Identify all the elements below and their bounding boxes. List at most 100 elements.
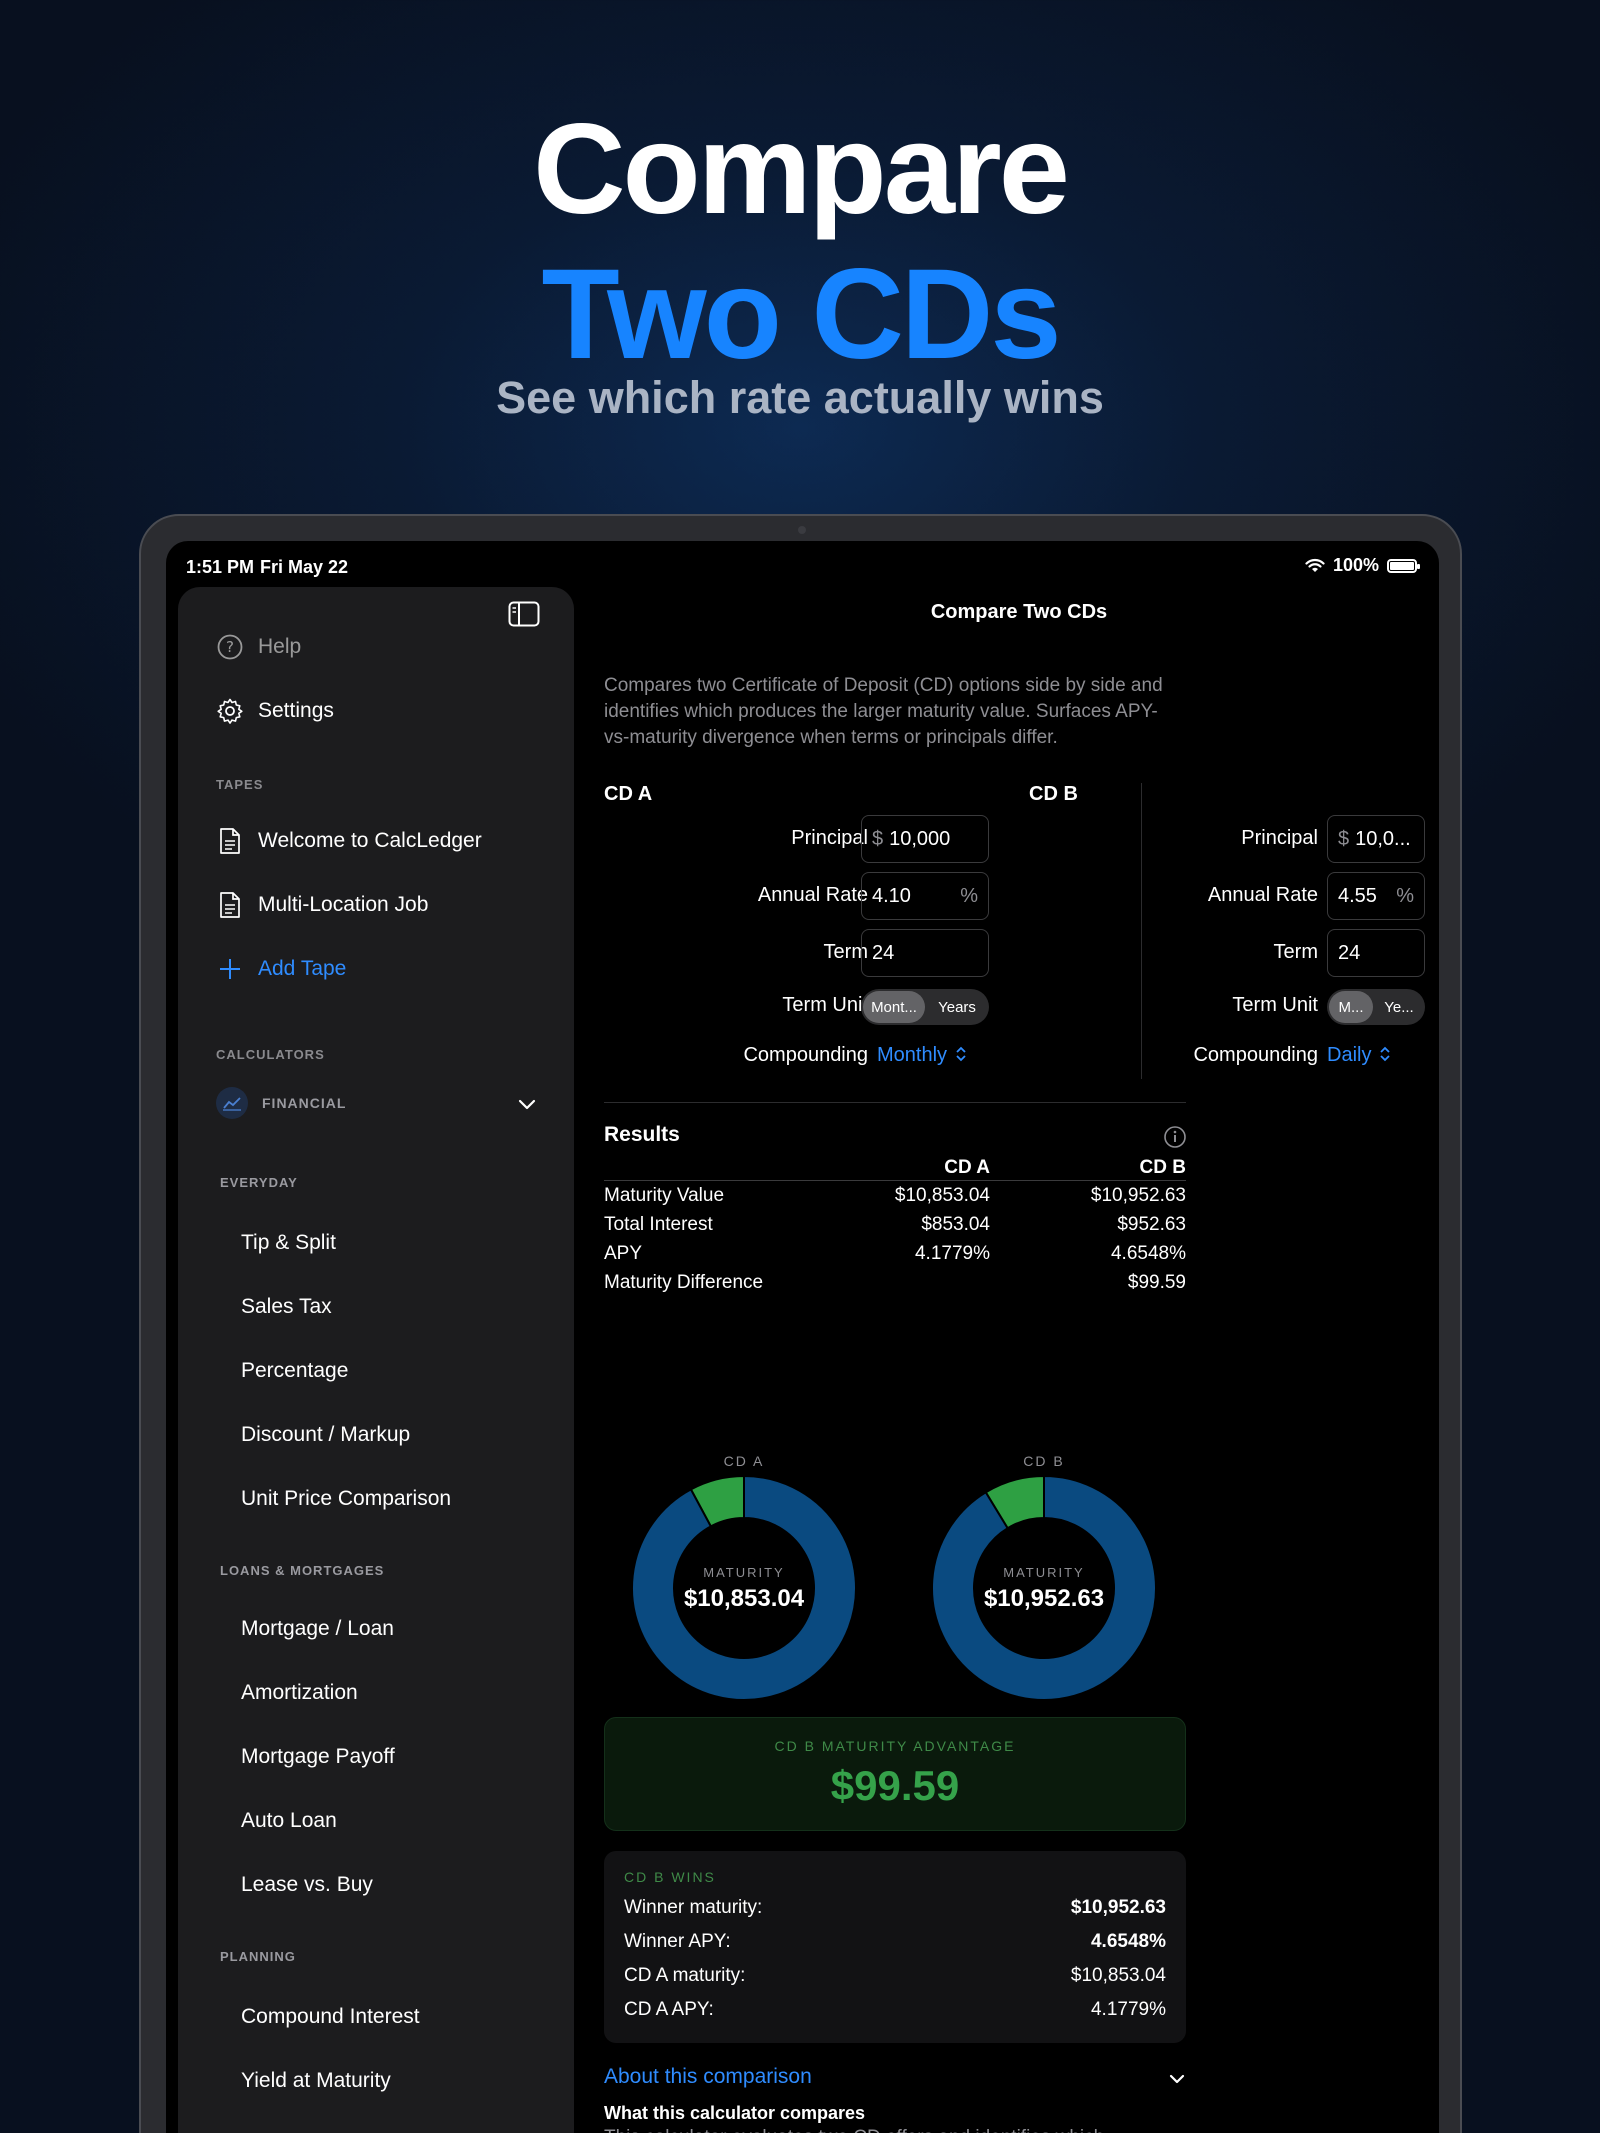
segment-years[interactable]: Ye...: [1384, 998, 1414, 1016]
cd-a-principal-field[interactable]: $10,000: [861, 815, 989, 863]
sidebar-item-help[interactable]: ? Help: [216, 633, 301, 661]
cd-a-compounding-picker[interactable]: Monthly: [877, 1044, 967, 1067]
section-header-loans: LOANS & MORTGAGES: [220, 1563, 385, 1578]
row-label: Total Interest: [604, 1214, 713, 1235]
battery-percent: 100%: [1332, 555, 1379, 575]
sidebar-item-calculator[interactable]: Lease vs. Buy: [241, 1873, 373, 1896]
annual-rate-label: Annual Rate: [757, 884, 868, 906]
winner-row-label: Winner maturity:: [624, 1897, 763, 1918]
sidebar-item-label: Settings: [258, 699, 334, 722]
add-tape-button[interactable]: Add Tape: [216, 955, 346, 983]
donut-center-value: $10,952.63: [983, 1585, 1105, 1612]
status-date: Fri May 22: [260, 557, 349, 577]
cd-b-value: $99.59: [1127, 1272, 1186, 1293]
document-icon: [216, 827, 244, 855]
principal-arc: [631, 1474, 857, 1701]
row-label: Maturity Value: [604, 1185, 725, 1206]
cd-a-value: 4.1779%: [914, 1243, 990, 1264]
cd-a-term-value: 24: [872, 941, 895, 964]
winner-row-label: CD A APY:: [624, 1999, 714, 2020]
cd-a-rate-value: 4.10: [872, 884, 911, 907]
tablet-frame: 1:51 PM Fri May 22 100%: [139, 514, 1462, 2133]
results-title: Results: [604, 1123, 680, 1146]
percent-suffix: %: [1396, 884, 1414, 907]
sidebar-item-label: Welcome to CalcLedger: [258, 829, 482, 852]
sidebar-item-tape[interactable]: Welcome to CalcLedger: [216, 827, 482, 855]
financial-group-toggle[interactable]: FINANCIAL: [216, 1087, 346, 1119]
segment-months[interactable]: Mont...: [863, 991, 925, 1023]
cd-b-principal-field[interactable]: $10,0...: [1327, 815, 1425, 863]
sidebar-item-calculator[interactable]: Discount / Markup: [241, 1423, 411, 1446]
donut-chart: [631, 1474, 857, 1701]
document-icon: [216, 891, 244, 919]
donut-caption: CD A: [723, 1453, 765, 1469]
sidebar-item-label: Multi-Location Job: [258, 893, 429, 916]
donut-center-label: MATURITY: [1003, 1565, 1085, 1580]
sidebar-item-calculator[interactable]: Mortgage / Loan: [241, 1617, 394, 1640]
column-header-cd-a: CD A: [944, 1157, 990, 1178]
donut-center-value: $10,853.04: [683, 1585, 805, 1612]
cd-b-value: $10,952.63: [1090, 1185, 1186, 1206]
sidebar-item-calculator[interactable]: Sales Tax: [241, 1295, 332, 1318]
sidebar-item-calculator[interactable]: Amortization: [241, 1681, 358, 1704]
about-body: This calculator evaluates two CD offers …: [604, 2125, 1174, 2133]
sidebar-item-calculator[interactable]: Mortgage Payoff: [241, 1745, 395, 1768]
results-table: CD A CD B Maturity Value $10,853.04 $10,…: [604, 1153, 1186, 1297]
advantage-value: $99.59: [830, 1762, 960, 1809]
calculator-description: Compares two Certificate of Deposit (CD)…: [604, 675, 1163, 748]
chevron-down-icon[interactable]: [1167, 2069, 1187, 2089]
sidebar-item-label: Help: [258, 635, 302, 658]
donut-cd-a: CD A MATURITY $10,853.04: [629, 1453, 859, 1703]
column-header-cd-b: CD B: [1139, 1157, 1186, 1178]
winner-card: CD B WINS Winner maturity: $10,952.63 Wi…: [604, 1851, 1186, 2043]
winner-row-value: $10,952.63: [1070, 1897, 1166, 1918]
sidebar-item-tape[interactable]: Multi-Location Job: [216, 891, 428, 919]
segment-months[interactable]: M...: [1329, 991, 1373, 1023]
principal-label: Principal: [791, 827, 868, 849]
segment-years[interactable]: Years: [938, 998, 976, 1016]
sidebar-item-calculator[interactable]: Compound Interest: [241, 2005, 420, 2028]
cd-b-rate-value: 4.55: [1338, 884, 1377, 907]
cd-a-compounding-value: Monthly: [877, 1044, 948, 1066]
sidebar-toggle-icon[interactable]: [508, 601, 540, 627]
status-right: 100%: [1305, 555, 1420, 576]
sidebar-item-calculator[interactable]: Percentage: [241, 1359, 349, 1382]
main-content: Compare Two CDs Compares two Certificate…: [599, 587, 1439, 2133]
cd-a-term-unit-segmented[interactable]: Mont... Years: [861, 989, 989, 1025]
sidebar: ? Help Settings TAPES Welcome to Calc: [178, 587, 574, 2133]
cd-b-term-unit-segmented[interactable]: M... Ye...: [1327, 989, 1425, 1025]
sidebar-item-calculator[interactable]: Auto Loan: [241, 1809, 337, 1832]
cd-b-term-field[interactable]: 24: [1327, 929, 1425, 977]
chevron-down-icon[interactable]: [518, 1099, 536, 1111]
donut-caption: CD B: [1023, 1453, 1065, 1469]
compounding-label: Compounding: [743, 1044, 868, 1066]
sidebar-item-calculator[interactable]: Unit Price Comparison: [241, 1487, 452, 1510]
section-header-tapes: TAPES: [216, 777, 264, 792]
battery-icon: [1387, 558, 1420, 573]
hero-subtitle: See which rate actually wins: [496, 372, 1104, 423]
table-row: Total Interest $853.04 $952.63: [604, 1210, 1186, 1239]
section-header-everyday: EVERYDAY: [220, 1175, 298, 1190]
cd-a-principal-value: 10,000: [889, 827, 951, 850]
chart-line-icon: [216, 1087, 248, 1119]
cd-a-rate-field[interactable]: 4.10%: [861, 872, 989, 920]
cd-a-term-field[interactable]: 24: [861, 929, 989, 977]
advantage-caption: CD B MATURITY ADVANTAGE: [774, 1738, 1016, 1754]
info-icon[interactable]: [1163, 1125, 1187, 1149]
hero-title-line2: Two CDs: [541, 243, 1061, 386]
svg-text:?: ?: [226, 638, 234, 656]
cd-b-rate-field[interactable]: 4.55%: [1327, 872, 1425, 920]
cd-b-value: $952.63: [1117, 1214, 1186, 1235]
percent-suffix: %: [960, 884, 978, 907]
sidebar-item-settings[interactable]: Settings: [216, 697, 334, 725]
term-unit-label: Term Unit: [1232, 994, 1318, 1016]
question-circle-icon: ?: [216, 633, 244, 661]
about-comparison-link[interactable]: About this comparison: [604, 2065, 812, 2088]
sidebar-item-calculator[interactable]: Tip & Split: [241, 1231, 336, 1254]
sidebar-item-calculator[interactable]: Yield at Maturity: [241, 2069, 391, 2092]
term-unit-label: Term Unit: [782, 994, 868, 1016]
term-label: Term: [823, 941, 868, 963]
plus-icon: [216, 955, 244, 983]
cd-b-compounding-picker[interactable]: Daily: [1327, 1044, 1391, 1067]
gear-icon: [216, 697, 244, 725]
